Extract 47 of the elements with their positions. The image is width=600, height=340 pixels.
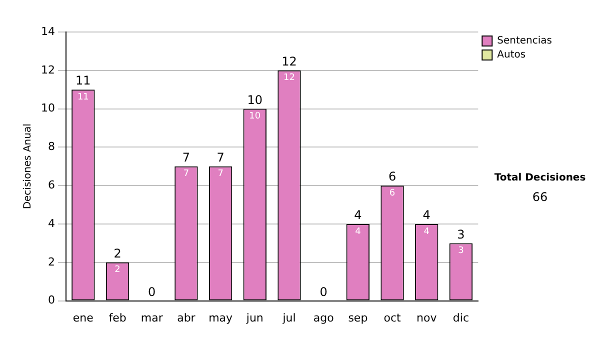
data-label: 4 (355, 226, 362, 237)
y-tick-label: 12 (40, 63, 55, 76)
total-label: 7 (182, 150, 190, 165)
y-tick-label: 0 (48, 294, 55, 307)
total-label: 11 (76, 74, 91, 88)
x-tick-label: feb (108, 311, 126, 324)
x-tick-label: mar (140, 311, 164, 324)
total-label: 10 (247, 92, 263, 107)
x-tick-label: ago (313, 311, 334, 324)
x-tick-label: sep (348, 311, 368, 324)
data-label: 2 (114, 265, 120, 276)
x-tick-label: jun (245, 311, 264, 324)
total-label: 3 (457, 227, 465, 242)
data-label: 7 (183, 169, 190, 180)
total-label: 0 (320, 284, 328, 299)
data-label: 3 (458, 246, 464, 256)
total-label: 4 (422, 208, 430, 222)
y-tick-label: 6 (48, 178, 55, 192)
total-label: 7 (216, 150, 224, 165)
data-label: 4 (424, 226, 430, 237)
x-tick-label: ene (72, 311, 94, 324)
data-label: 10 (249, 112, 261, 122)
y-tick-label: 14 (40, 24, 55, 38)
x-tick-label: nov (416, 311, 438, 324)
x-tick-label: dic (452, 311, 470, 324)
data-label: 7 (218, 169, 224, 180)
x-tick-label: jul (282, 311, 296, 324)
y-tick-label: 4 (48, 216, 55, 230)
data-label: 11 (77, 92, 89, 102)
total-label: 2 (114, 246, 122, 261)
total-label: 4 (354, 208, 362, 222)
y-tick-label: 10 (40, 102, 55, 115)
x-tick-label: oct (384, 311, 402, 324)
legend-label: Autos (497, 50, 526, 61)
total-label: 6 (388, 170, 396, 184)
total-label: 0 (148, 284, 156, 299)
text: 66 (532, 190, 548, 204)
y-tick-label: 2 (48, 255, 55, 268)
y-tick-label: 8 (48, 140, 55, 154)
y-axis-title: Decisiones Anual (22, 124, 34, 210)
total-label: 12 (282, 54, 297, 69)
legend-label: Sentencias (497, 36, 552, 47)
text: Total Decisiones (494, 172, 586, 184)
x-tick-label: may (208, 311, 234, 324)
data-label: 6 (389, 188, 396, 198)
data-label: 12 (284, 73, 295, 84)
x-tick-label: abr (177, 311, 196, 324)
